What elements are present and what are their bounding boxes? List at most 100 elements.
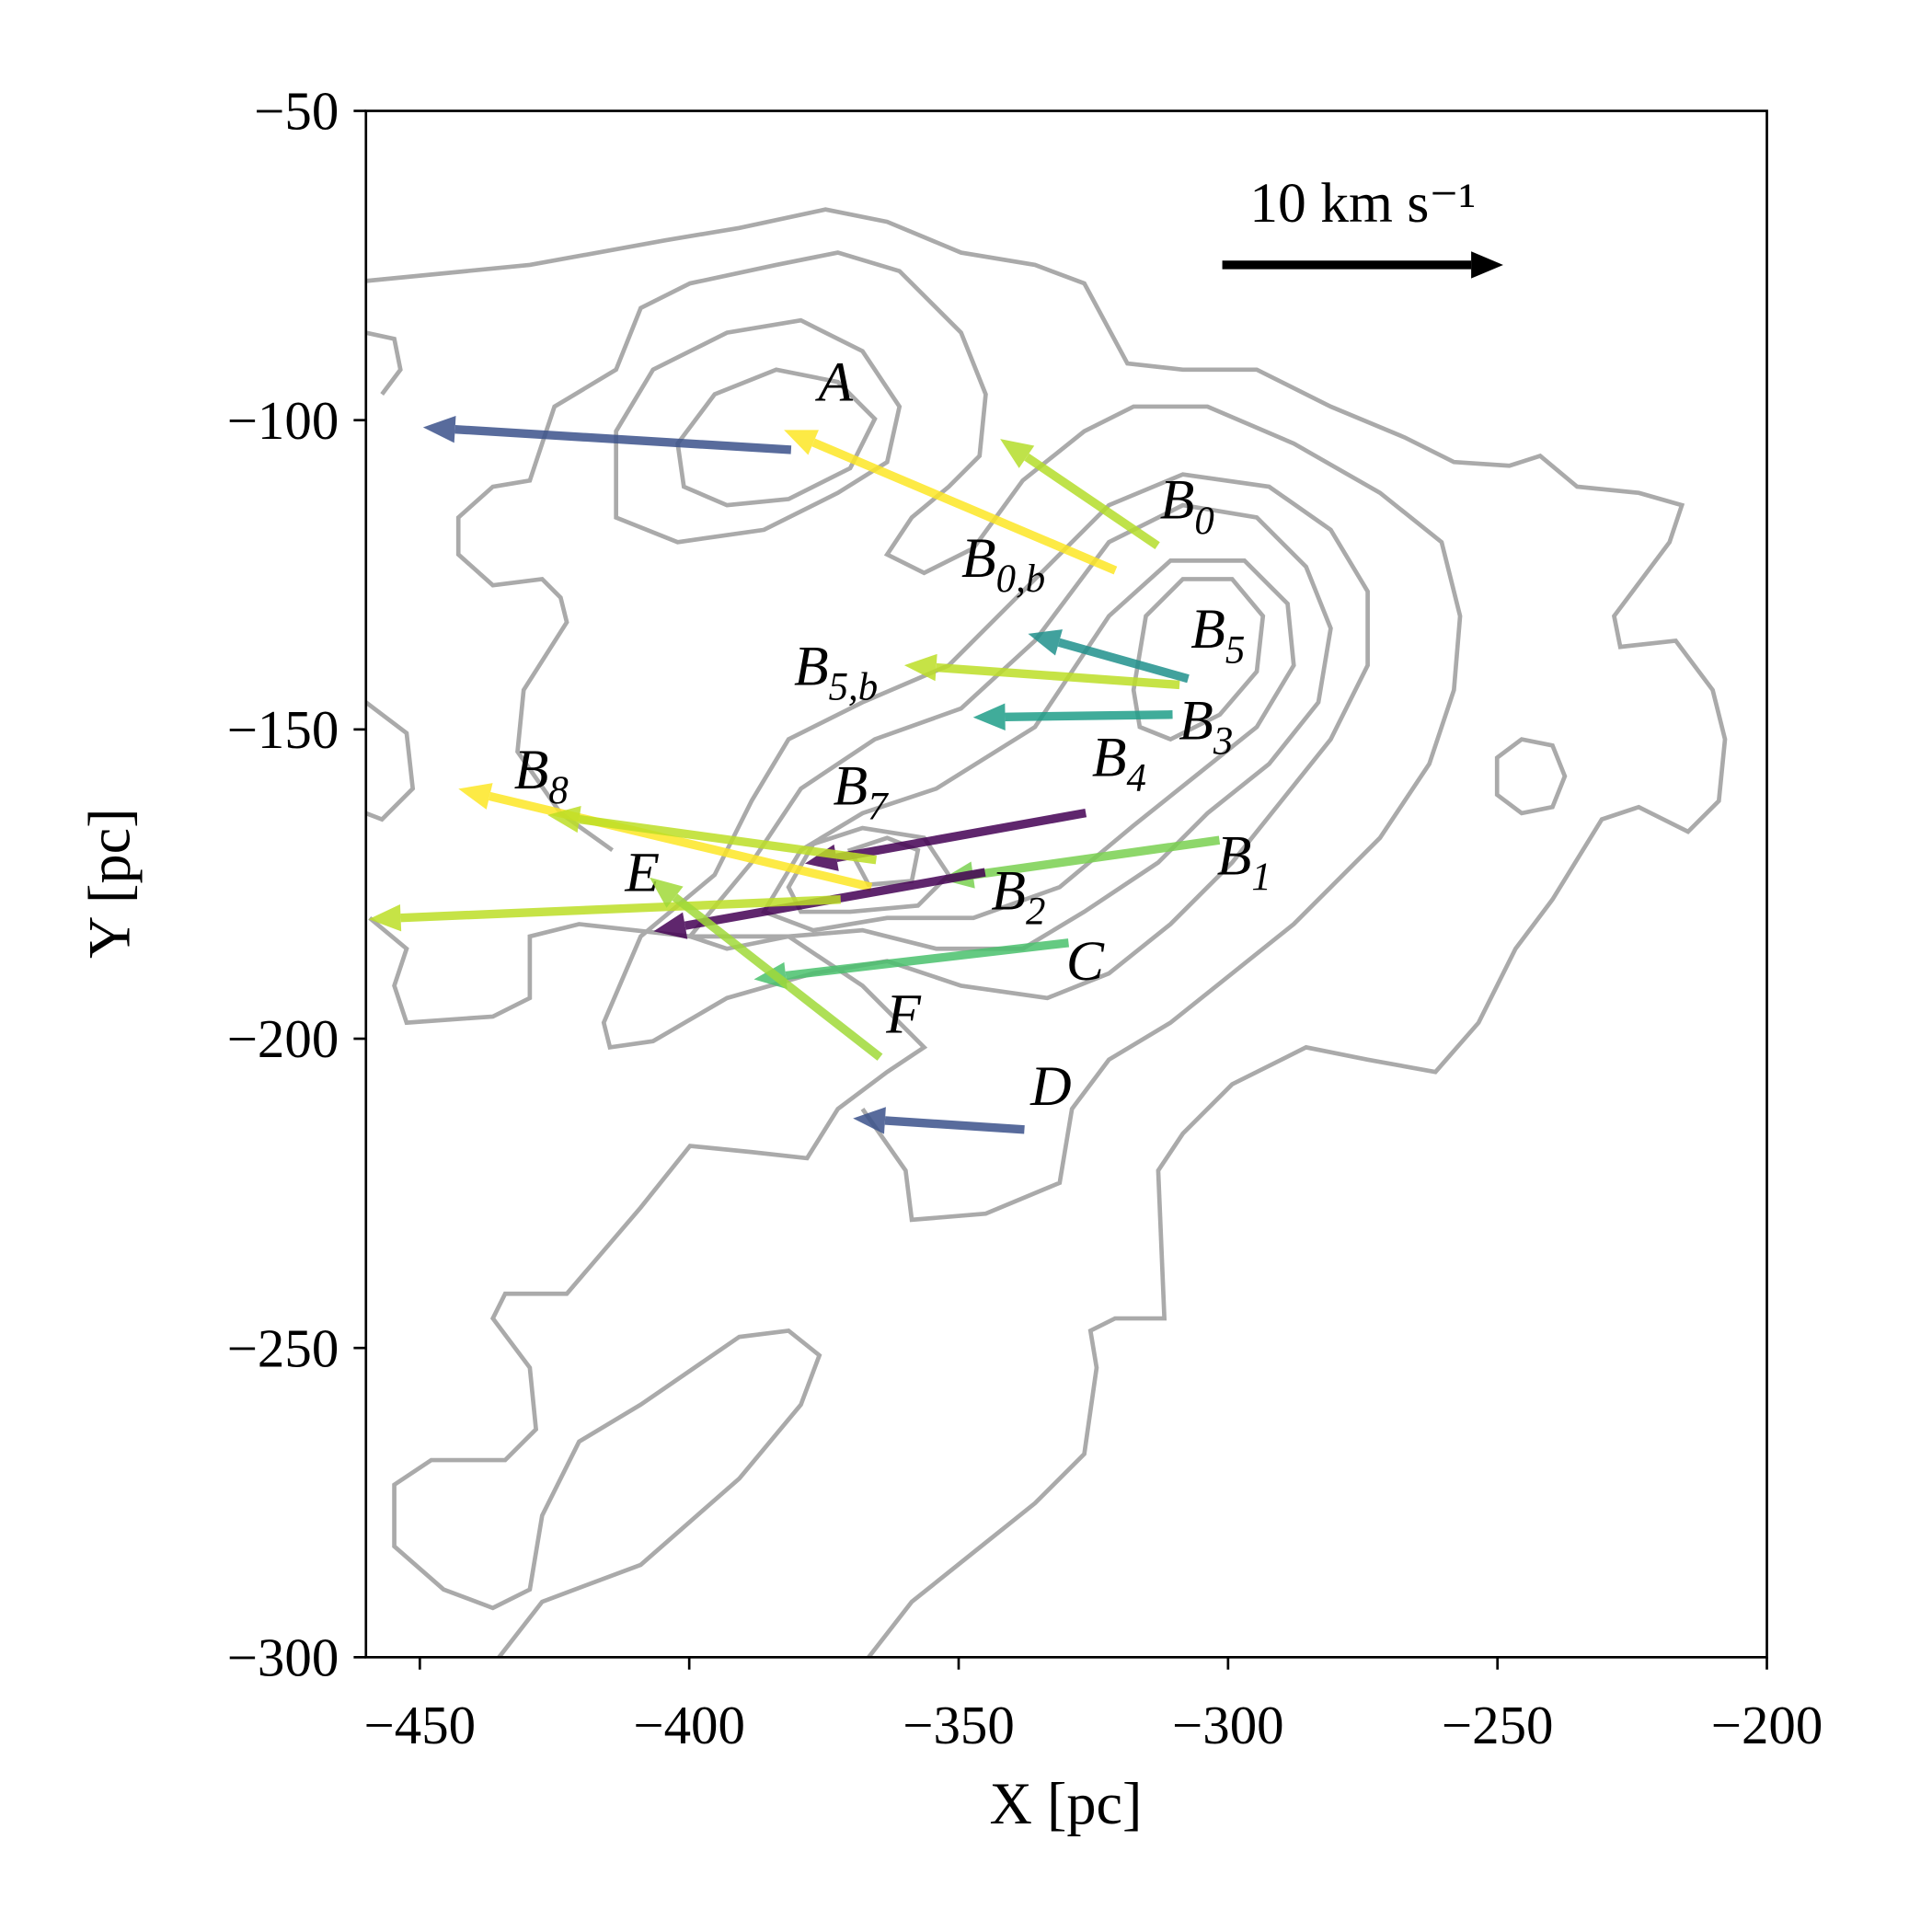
arrow-label-name: B: [1160, 469, 1195, 532]
arrow-label-name: B: [514, 739, 549, 801]
arrow-label-subscript: 5,b: [829, 666, 879, 709]
y-tick-label: −300: [227, 1627, 339, 1687]
contour: [686, 502, 1333, 951]
arrow-label-name: B: [1179, 690, 1213, 753]
velocity-arrow: [650, 877, 883, 1061]
velocity-arrow-head: [1028, 629, 1063, 656]
velocity-arrow-shaft: [454, 424, 792, 454]
arrow-label-name: F: [885, 983, 922, 1045]
contour: [614, 317, 903, 545]
arrow-label-name: B: [991, 859, 1026, 922]
velocity-arrow-shaft: [1005, 710, 1173, 721]
velocity-arrow-shaft: [972, 835, 1221, 880]
arrow-label-name: B: [961, 527, 996, 590]
velocity-arrow-head: [650, 877, 684, 908]
plot-frame: [364, 109, 1768, 1659]
velocity-arrow-shaft: [936, 662, 1180, 690]
velocity-arrow-head: [784, 430, 819, 455]
key-arrow: [1222, 251, 1503, 279]
velocity-arrow-shaft: [835, 809, 1087, 863]
velocity-arrow-shaft: [1024, 453, 1160, 550]
velocity-arrow-shaft: [489, 791, 873, 891]
arrow-label-name: B: [834, 754, 868, 817]
x-axis-label: X [pc]: [990, 1771, 1143, 1836]
contour: [365, 250, 1463, 1223]
arrow-label: B5,b: [794, 635, 878, 708]
arrow-label-name: A: [814, 351, 853, 413]
velocity-arrow-head: [972, 703, 1006, 731]
y-axis-label: Y [pc]: [77, 808, 143, 959]
y-tick-label: −200: [227, 1008, 339, 1069]
arrow-label: C: [1066, 930, 1105, 993]
x-tick-label: −450: [364, 1695, 477, 1755]
velocity-arrow: [1028, 629, 1190, 684]
x-tick-label: −400: [633, 1695, 745, 1755]
arrow-label: B3: [1179, 690, 1233, 764]
x-tick-label: −300: [1172, 1695, 1284, 1755]
velocity-arrow-head: [422, 415, 456, 443]
arrow-label-name: C: [1066, 930, 1105, 993]
arrow-label-subscript: 8: [548, 769, 568, 812]
arrow-label: B0: [1160, 469, 1214, 543]
arrow-label: F: [885, 983, 922, 1045]
arrow-label: B4: [1092, 726, 1146, 799]
arrow-label-name: B: [1092, 726, 1127, 788]
x-tick-label: −350: [903, 1695, 1015, 1755]
contour: [392, 934, 928, 1658]
arrow-label: B5: [1190, 598, 1245, 672]
velocity-arrow-head: [368, 903, 402, 932]
velocity-arrow: [547, 805, 878, 865]
contour: [365, 207, 1728, 1658]
velocity-arrow: [458, 783, 873, 891]
velocity-arrow-shaft: [811, 438, 1118, 575]
velocity-arrow: [368, 895, 841, 932]
y-tick-label: −100: [227, 390, 339, 451]
key-arrow-head: [1471, 251, 1503, 279]
contour: [760, 558, 1296, 933]
velocity-arrow: [422, 415, 792, 454]
velocity-arrow-head: [458, 783, 493, 810]
velocity-arrow: [941, 835, 1221, 889]
velocity-arrow: [1000, 439, 1160, 550]
velocity-arrow-head: [853, 1107, 886, 1134]
velocity-arrow: [784, 430, 1118, 575]
velocity-arrow-shaft: [400, 895, 841, 923]
velocity-arrow: [853, 1107, 1025, 1134]
arrow-label-name: B: [1190, 598, 1225, 661]
velocity-arrow-shaft: [884, 1116, 1025, 1134]
arrow-label-subscript: 0,b: [996, 558, 1046, 601]
velocity-arrow-shaft: [672, 893, 883, 1061]
arrow-label-subscript: 5: [1225, 628, 1245, 672]
velocity-arrow-head: [903, 653, 937, 682]
y-tick-label: −150: [227, 699, 339, 760]
velocity-arrow: [903, 653, 1180, 690]
arrow-label-subscript: 3: [1213, 720, 1233, 764]
arrow-label-name: E: [624, 841, 660, 903]
velocity-arrow-shaft: [579, 814, 878, 865]
arrow-label-subscript: 4: [1127, 757, 1146, 800]
contour: [675, 367, 878, 508]
arrow-label-subscript: 0: [1194, 500, 1213, 543]
y-tick-label: −50: [254, 81, 339, 142]
arrow-label-name: B: [1217, 825, 1252, 888]
arrow-label: B0,b: [961, 527, 1045, 601]
velocity-arrow-shaft: [1057, 638, 1190, 684]
velocity-arrow: [972, 703, 1173, 731]
arrow-label: B1: [1217, 825, 1271, 899]
density-contours: [365, 207, 1728, 1658]
velocity-arrow-head: [547, 805, 581, 834]
contour: [846, 835, 921, 888]
key-label: 10 km s⁻¹: [1249, 172, 1476, 235]
x-tick-label: −250: [1442, 1695, 1554, 1755]
y-tick-label: −250: [227, 1317, 339, 1378]
arrow-label: B2: [991, 859, 1045, 933]
velocity-arrow-head: [653, 912, 688, 939]
arrow-label: B8: [514, 739, 569, 812]
arrow-label: E: [624, 841, 660, 903]
arrow-label-name: D: [1029, 1055, 1071, 1118]
x-tick-label: −200: [1711, 1695, 1823, 1755]
arrow-label-name: B: [794, 635, 829, 697]
arrow-label-subscript: 2: [1026, 890, 1045, 933]
arrow-label: B7: [834, 754, 890, 828]
